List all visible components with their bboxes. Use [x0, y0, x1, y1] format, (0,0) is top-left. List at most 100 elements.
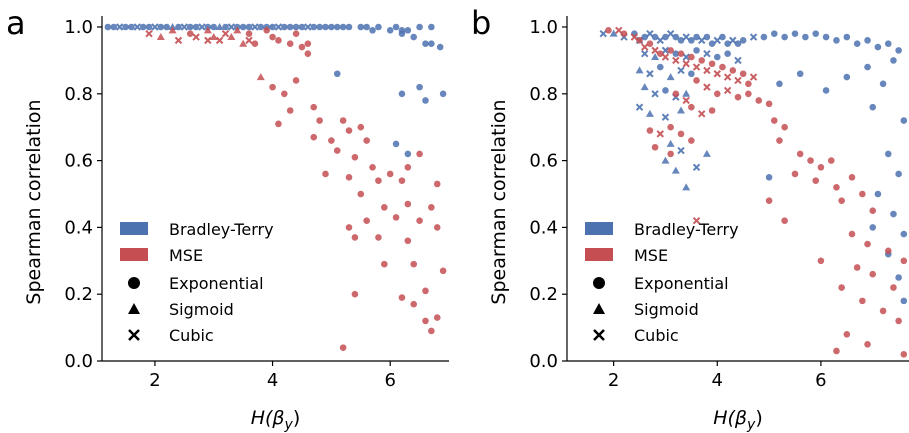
data-point-bradley-terry — [416, 83, 423, 91]
data-point-mse — [864, 240, 871, 248]
data-point-bradley-terry — [222, 23, 229, 31]
data-points — [104, 23, 447, 351]
data-point-bradley-terry — [439, 90, 447, 98]
data-point-bradley-terry — [428, 23, 435, 31]
data-point-mse — [375, 234, 382, 241]
x-tick-label: 2 — [608, 370, 619, 391]
y-axis-title: Spearman correlation — [488, 99, 510, 304]
data-point-mse — [838, 197, 845, 204]
data-point-bradley-terry — [729, 36, 737, 45]
data-point-mse — [292, 77, 300, 84]
data-point-bradley-terry — [677, 106, 685, 114]
data-point-mse — [433, 180, 441, 188]
data-point-bradley-terry — [304, 23, 312, 31]
data-point-mse — [698, 110, 706, 118]
data-point-mse — [168, 26, 177, 34]
data-point-mse — [605, 27, 612, 34]
data-point-mse — [298, 43, 306, 51]
data-point-bradley-terry — [115, 23, 124, 31]
data-point-mse — [791, 170, 799, 178]
data-point-bradley-terry — [890, 57, 897, 64]
data-point-mse — [333, 147, 341, 154]
legend-label: Bradley-Terry — [169, 220, 274, 239]
data-point-bradley-terry — [895, 274, 902, 281]
data-point-bradley-terry — [781, 33, 788, 41]
data-point-bradley-terry — [682, 183, 691, 191]
data-point-mse — [884, 247, 892, 255]
data-point-mse — [156, 33, 165, 41]
data-point-mse — [292, 30, 300, 37]
data-point-mse — [688, 137, 695, 144]
data-point-bradley-terry — [900, 297, 908, 305]
data-point-mse — [713, 70, 721, 78]
data-point-mse — [848, 230, 856, 238]
data-point-bradley-terry — [662, 33, 669, 41]
x-tick-label: 2 — [149, 370, 160, 391]
data-point-mse — [692, 217, 701, 225]
data-point-mse — [404, 200, 412, 208]
data-point-mse — [281, 90, 288, 98]
data-point-mse — [239, 39, 248, 47]
data-point-bradley-terry — [392, 23, 400, 31]
legend-label: Exponential — [169, 274, 264, 293]
data-point-bradley-terry — [269, 23, 276, 31]
data-point-bradley-terry — [833, 37, 840, 44]
data-point-bradley-terry — [227, 23, 236, 31]
data-point-mse — [708, 107, 716, 114]
data-point-bradley-terry — [404, 27, 412, 34]
x-tick-label: 6 — [815, 370, 826, 391]
data-point-bradley-terry — [286, 23, 294, 31]
data-point-mse — [345, 224, 353, 231]
data-point-mse — [693, 77, 700, 84]
data-point-mse — [688, 103, 695, 111]
x-tick-label: 4 — [267, 370, 278, 391]
data-point-bradley-terry — [192, 23, 200, 31]
data-point-mse — [357, 190, 365, 198]
data-point-mse — [817, 257, 825, 265]
data-point-bradley-terry — [428, 40, 435, 47]
data-point-bradley-terry — [128, 23, 135, 31]
data-point-mse — [661, 53, 670, 61]
data-points — [599, 26, 908, 358]
data-point-mse — [817, 163, 825, 171]
data-point-mse — [369, 163, 376, 171]
data-point-mse — [807, 157, 814, 164]
data-point-mse — [428, 327, 435, 335]
data-point-mse — [765, 197, 773, 204]
data-point-bradley-terry — [599, 29, 607, 38]
data-point-mse — [853, 264, 861, 271]
data-point-bradley-terry — [133, 23, 141, 31]
legend-marker-x-icon — [128, 329, 140, 341]
data-point-bradley-terry — [666, 73, 675, 81]
data-point-mse — [843, 330, 851, 338]
y-tick-label: 0.6 — [529, 151, 558, 172]
data-point-bradley-terry — [151, 23, 159, 31]
data-point-bradley-terry — [609, 29, 618, 37]
data-point-bradley-terry — [853, 40, 861, 47]
data-point-bradley-terry — [251, 23, 259, 31]
x-axis-title: H(βy) — [713, 407, 763, 433]
data-point-bradley-terry — [672, 33, 680, 41]
data-point-mse — [316, 117, 323, 124]
data-point-mse — [713, 90, 721, 98]
data-point-bradley-terry — [357, 23, 365, 31]
data-point-bradley-terry — [682, 53, 690, 61]
data-point-mse — [381, 204, 388, 211]
data-point-bradley-terry — [900, 117, 908, 124]
data-point-mse — [221, 29, 230, 38]
data-point-mse — [745, 90, 752, 98]
data-point-bradley-terry — [843, 73, 851, 81]
data-point-mse — [339, 117, 347, 124]
data-point-bradley-terry — [210, 23, 218, 31]
y-tick-label: 0.2 — [64, 284, 93, 305]
data-point-bradley-terry — [640, 83, 649, 91]
data-point-mse — [688, 53, 695, 61]
data-point-bradley-terry — [662, 87, 669, 94]
y-tick-label: 0.4 — [529, 217, 558, 238]
data-point-mse — [667, 123, 674, 131]
data-point-mse — [351, 290, 359, 298]
data-point-mse — [677, 50, 685, 58]
data-point-bradley-terry — [651, 33, 659, 41]
data-point-mse — [381, 260, 388, 268]
